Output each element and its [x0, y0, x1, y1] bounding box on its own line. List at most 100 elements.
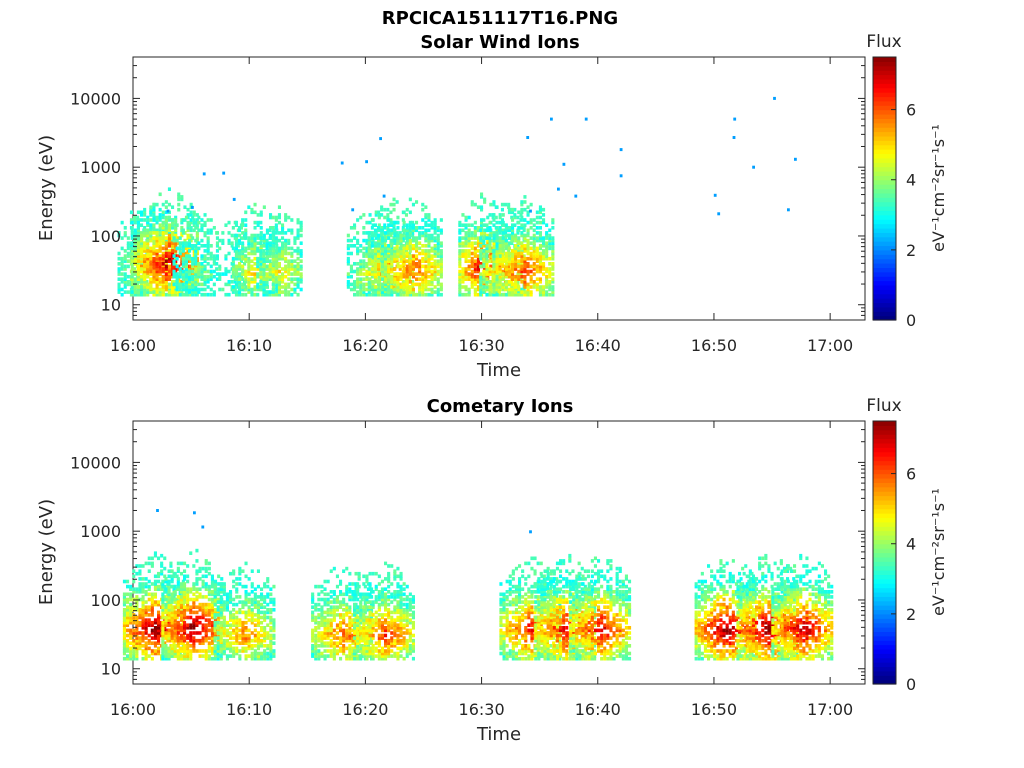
heatmap-cell [269, 244, 273, 248]
heatmap-cell [402, 282, 406, 287]
heatmap-cell [186, 626, 190, 630]
heatmap-cell [464, 231, 468, 235]
heatmap-cell [234, 246, 238, 251]
heatmap-cell [149, 251, 153, 256]
heatmap-cell [207, 656, 211, 661]
heatmap-cell [464, 277, 468, 281]
heatmap-cell [181, 231, 185, 235]
heatmap-cell [430, 274, 434, 279]
heatmap-cell [418, 272, 422, 276]
heatmap-cell [184, 287, 188, 292]
heatmap-cell [238, 238, 242, 243]
heatmap-cell [356, 277, 360, 281]
heatmap-cell [402, 254, 406, 258]
heatmap-cell [161, 236, 165, 240]
heatmap-cell [380, 274, 384, 279]
heatmap-cell [402, 292, 406, 297]
heatmap-cell [511, 256, 515, 261]
heatmap-cell [194, 292, 198, 297]
heatmap-cell [405, 251, 409, 256]
heatmap-cell [170, 628, 174, 633]
heatmap-cell [507, 207, 511, 212]
heatmap-cell [173, 631, 177, 635]
heatmap-cell [346, 233, 350, 238]
heatmap-cell [217, 597, 221, 602]
heatmap-cell [149, 272, 153, 276]
heatmap-cell [244, 259, 248, 263]
heatmap-cell [167, 631, 171, 635]
heatmap-cell [511, 238, 515, 243]
heatmap-cell [219, 631, 223, 635]
heatmap-cell [158, 264, 162, 269]
heatmap-cell [195, 595, 199, 599]
heatmap-cell [186, 292, 190, 297]
heatmap-cell [479, 292, 483, 297]
heatmap-cell [529, 236, 533, 240]
heatmap-cell [158, 192, 162, 197]
heatmap-cell [256, 274, 260, 279]
heatmap-cell [370, 262, 374, 266]
heatmap-cell [241, 251, 245, 256]
heatmap-cell [141, 626, 145, 630]
heatmap-cell [271, 244, 275, 248]
heatmap-cell [200, 226, 204, 230]
heatmap-cell [365, 262, 369, 266]
heatmap-cell [140, 246, 144, 251]
heatmap-cell [141, 582, 145, 586]
heatmap-cell [293, 290, 297, 294]
heatmap-cell [189, 654, 193, 658]
heatmap-cell [492, 285, 496, 289]
heatmap-cell [143, 233, 147, 238]
heatmap-cell [392, 223, 396, 227]
heatmap-cell [176, 610, 180, 615]
heatmap-cell [271, 226, 275, 230]
heatmap-cell [495, 269, 499, 274]
heatmap-cell [146, 249, 150, 253]
heatmap-cell [365, 274, 369, 279]
heatmap-cell [436, 238, 440, 243]
heatmap-cell [244, 274, 248, 279]
heatmap-cell [129, 287, 133, 292]
heatmap-cell [259, 251, 263, 256]
heatmap-cell [225, 646, 229, 651]
heatmap-cell [274, 231, 278, 235]
heatmap-cell [542, 236, 546, 240]
heatmap-cell [158, 215, 162, 220]
heatmap-cell [236, 274, 240, 279]
heatmap-cell [126, 246, 130, 251]
heatmap-cell [272, 272, 276, 276]
heatmap-cell [476, 256, 480, 261]
heatmap-cell [171, 223, 175, 227]
heatmap-cell [181, 241, 185, 245]
heatmap-cell [129, 218, 133, 222]
heatmap-cell [175, 223, 179, 227]
colorbar-units: eV⁻¹cm⁻²sr⁻¹s⁻¹ [929, 124, 948, 252]
heatmap-cell [244, 210, 248, 215]
heatmap-cell [189, 267, 193, 271]
heatmap-cell [217, 638, 221, 643]
heatmap-cell [198, 569, 202, 573]
heatmap-cell [430, 290, 434, 294]
heatmap-cell [433, 269, 437, 274]
heatmap-cell [424, 280, 428, 284]
heatmap-cell [250, 272, 254, 276]
heatmap-cell [138, 620, 142, 625]
heatmap-cell [157, 620, 161, 625]
heatmap-cell [485, 246, 489, 251]
heatmap-cell [436, 264, 440, 269]
heatmap-cell [464, 251, 468, 256]
heatmap-cell [274, 262, 278, 266]
heatmap-cell [158, 218, 162, 222]
heatmap-cell [507, 292, 511, 297]
heatmap-cell [427, 262, 431, 266]
heatmap-cell [408, 228, 412, 233]
heatmap-cell [136, 267, 140, 271]
heatmap-cell [179, 582, 183, 586]
heatmap-cell [277, 269, 281, 274]
heatmap-cell [393, 254, 397, 258]
heatmap-cell [155, 236, 159, 240]
heatmap-cell [144, 582, 148, 586]
heatmap-cell [427, 282, 431, 287]
heatmap-cell [436, 292, 440, 297]
heatmap-cell [507, 226, 511, 230]
